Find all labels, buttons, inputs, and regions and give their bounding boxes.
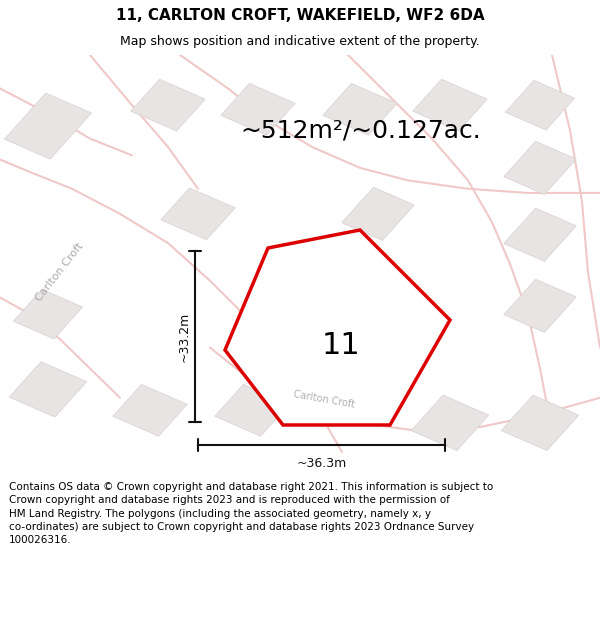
Polygon shape <box>13 289 83 339</box>
Polygon shape <box>413 79 487 131</box>
Text: ~36.3m: ~36.3m <box>296 458 347 470</box>
Polygon shape <box>161 188 235 240</box>
Polygon shape <box>215 384 289 436</box>
Polygon shape <box>504 141 576 194</box>
Polygon shape <box>504 279 576 332</box>
Polygon shape <box>225 230 450 425</box>
Text: Carlton Croft: Carlton Croft <box>293 389 355 410</box>
Text: 11, CARLTON CROFT, WAKEFIELD, WF2 6DA: 11, CARLTON CROFT, WAKEFIELD, WF2 6DA <box>116 8 484 23</box>
Text: Contains OS data © Crown copyright and database right 2021. This information is : Contains OS data © Crown copyright and d… <box>9 482 493 545</box>
Polygon shape <box>9 362 87 417</box>
Polygon shape <box>504 208 576 261</box>
Polygon shape <box>131 79 205 131</box>
Text: Map shows position and indicative extent of the property.: Map shows position and indicative extent… <box>120 35 480 48</box>
Polygon shape <box>411 395 489 451</box>
Text: Carlton Croft: Carlton Croft <box>34 241 86 304</box>
Polygon shape <box>505 81 575 130</box>
Polygon shape <box>501 395 579 451</box>
Polygon shape <box>295 239 365 289</box>
Polygon shape <box>342 188 414 241</box>
Text: ~33.2m: ~33.2m <box>178 311 191 362</box>
Text: ~512m²/~0.127ac.: ~512m²/~0.127ac. <box>240 118 481 142</box>
Text: 11: 11 <box>322 331 361 360</box>
Polygon shape <box>221 83 295 135</box>
Polygon shape <box>113 384 187 436</box>
Polygon shape <box>323 83 397 135</box>
Polygon shape <box>4 93 92 159</box>
